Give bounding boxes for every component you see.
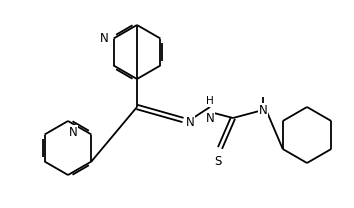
Text: N: N: [69, 126, 78, 139]
Text: N: N: [186, 115, 195, 129]
Text: S: S: [214, 155, 222, 168]
Text: N: N: [206, 112, 215, 125]
Text: N: N: [259, 104, 267, 116]
Text: H: H: [206, 96, 214, 106]
Text: N: N: [100, 32, 109, 45]
